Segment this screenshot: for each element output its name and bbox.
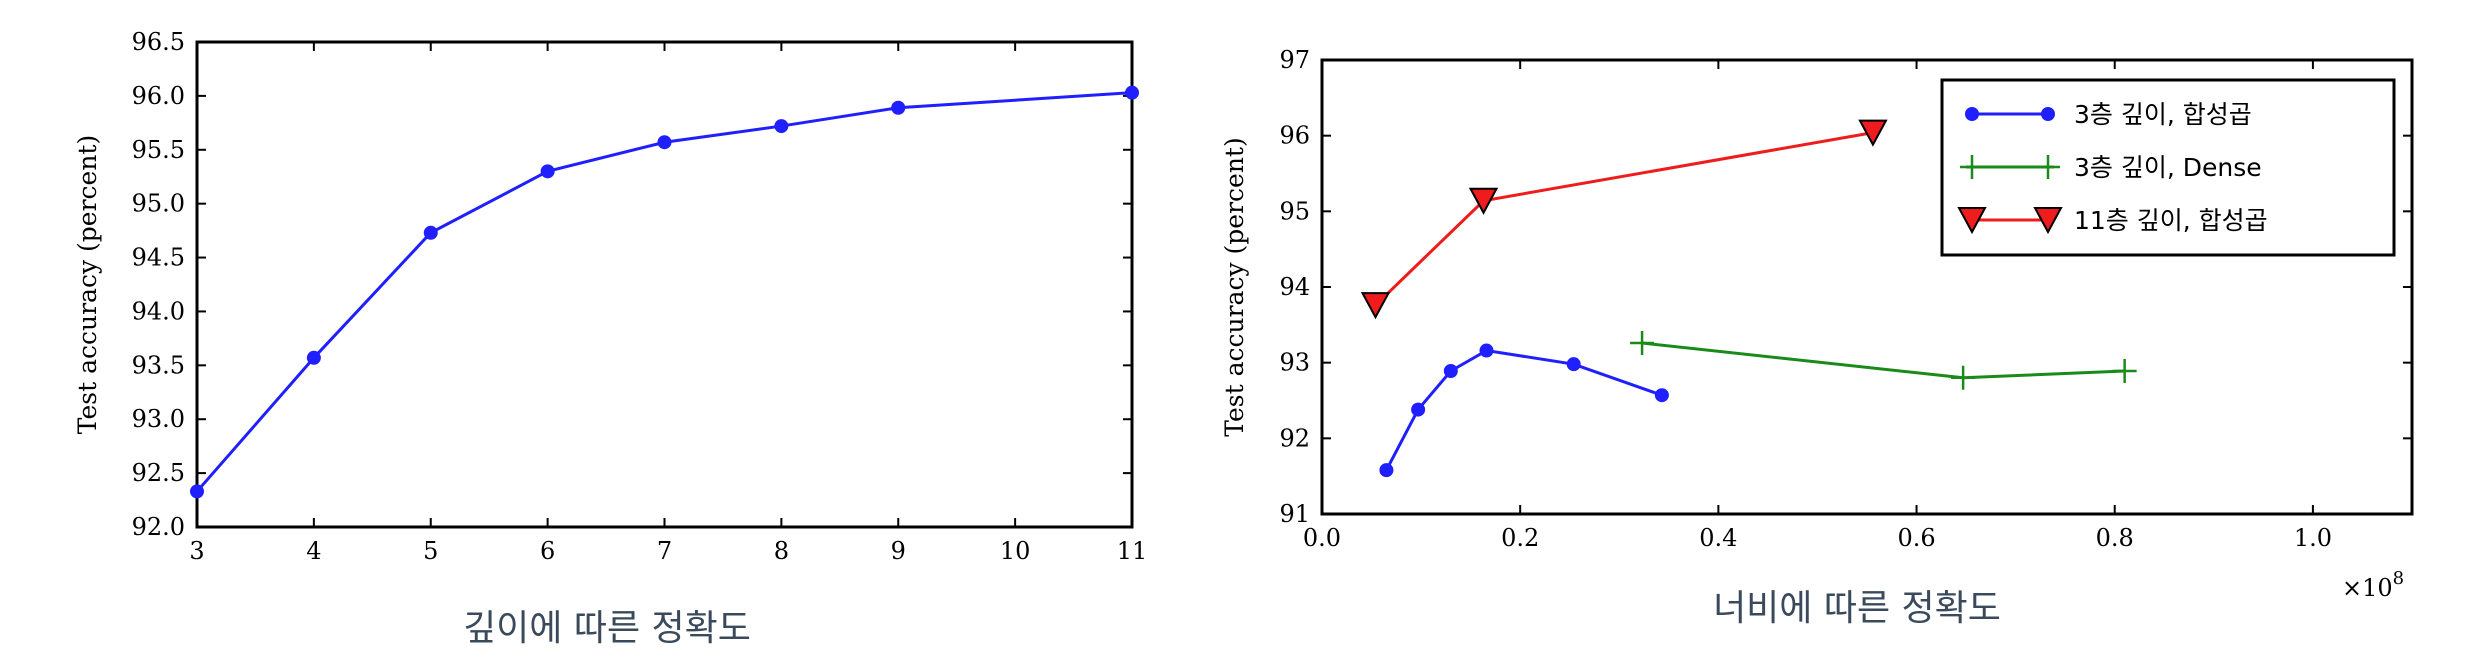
data-point <box>1951 365 1976 390</box>
x-tick-label: 0.6 <box>1897 524 1935 552</box>
data-point <box>2041 107 2055 121</box>
data-point <box>2033 207 2063 235</box>
data-point <box>2036 155 2060 179</box>
y-tick-label: 96.5 <box>132 28 185 56</box>
x-tick-label: 0.8 <box>2096 524 2134 552</box>
series-group <box>1360 119 2137 478</box>
legend-entry-2: 3층 깊이, Dense <box>2074 153 2262 182</box>
data-point <box>891 100 906 115</box>
chart-caption: 너비에 따른 정확도 <box>1713 588 2001 629</box>
data-point <box>1654 388 1669 403</box>
x-tick-label: 4 <box>306 537 321 565</box>
data-point <box>1858 119 1888 147</box>
series-line-1 <box>195 91 1133 493</box>
data-point <box>1443 363 1458 378</box>
data-point <box>540 164 555 179</box>
plot-frame <box>195 40 1134 529</box>
x-tick-label: 1.0 <box>2294 524 2332 552</box>
data-point <box>1479 343 1494 358</box>
y-tick-label: 94 <box>1279 273 1310 301</box>
y-axis-label: Test accuracy (percent) <box>1220 137 1249 437</box>
data-point <box>1566 357 1581 372</box>
y-tick-label: 94.0 <box>132 297 185 325</box>
y-tick-label: 97 <box>1279 46 1310 74</box>
data-point <box>1411 402 1426 417</box>
x-tick-label: 6 <box>540 537 555 565</box>
chart-1: 3 4 5 6 7 8 9 10 11 92.0 92.5 93.0 93.5 94.0 94.5 95.0 9… <box>73 28 1147 649</box>
data-point <box>306 350 321 365</box>
y-tick-label: 96 <box>1279 122 1310 150</box>
data-point <box>1957 207 1987 235</box>
y-tick-label: 91 <box>1279 500 1310 528</box>
x-tick-label: 5 <box>423 537 438 565</box>
y-tick-label: 93.5 <box>132 351 185 379</box>
y-tick-label: 95.5 <box>132 136 185 164</box>
y-tick-label: 92.0 <box>132 513 185 541</box>
data-point <box>1960 155 1984 179</box>
x-tick-label: 9 <box>891 537 906 565</box>
data-point <box>2112 358 2137 383</box>
data-point <box>190 484 204 499</box>
y-tick-label: 92.5 <box>132 459 185 487</box>
x-tick-label: 11 <box>1117 537 1148 565</box>
y-tick-label: 94.5 <box>132 244 185 272</box>
data-point <box>1630 330 1655 355</box>
series-line-2 <box>1641 341 2125 380</box>
x-tick-label: 8 <box>774 537 789 565</box>
x-tick-label: 0.2 <box>1501 524 1539 552</box>
y-tick-label: 95 <box>1279 197 1310 225</box>
data-point <box>1965 107 1979 121</box>
y-tick-label: 93 <box>1279 349 1310 377</box>
legend-entry-1: 3층 깊이, 합성곱 <box>2074 100 2252 129</box>
series-line-3 <box>1374 131 1874 307</box>
data-point <box>1360 292 1391 320</box>
y-tick-label: 92 <box>1279 424 1310 452</box>
data-point <box>1379 463 1394 478</box>
x-multiplier: ×108 <box>2342 568 2404 602</box>
x-tick-label: 7 <box>657 537 672 565</box>
data-point <box>423 225 438 240</box>
x-tick-label: 0.0 <box>1303 524 1341 552</box>
y-tick-label: 95.0 <box>132 190 185 218</box>
x-tick-label: 10 <box>1000 537 1031 565</box>
data-point <box>1125 85 1139 100</box>
chart-2: 0.0 0.2 0.4 0.6 0.8 1.0 91 92 93 94 95 96 97 Test acc… <box>1220 46 2414 629</box>
data-point <box>1468 187 1499 215</box>
series-group <box>190 85 1139 499</box>
data-point <box>657 135 672 150</box>
y-tick-label: 96.0 <box>132 82 185 110</box>
legend-entry-3: 11층 깊이, 합성곱 <box>2074 206 2268 235</box>
chart-caption: 깊이에 따른 정확도 <box>463 608 751 649</box>
data-point <box>774 119 789 134</box>
y-tick-label: 93.0 <box>132 405 185 433</box>
series-line-1 <box>1385 348 1663 471</box>
x-tick-label: 0.4 <box>1699 524 1737 552</box>
y-axis-label: Test accuracy (percent) <box>73 135 102 435</box>
x-tick-label: 3 <box>189 537 204 565</box>
